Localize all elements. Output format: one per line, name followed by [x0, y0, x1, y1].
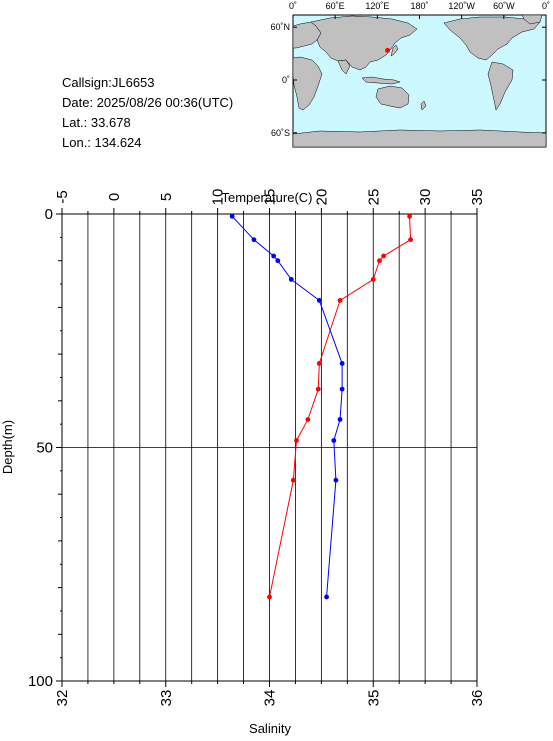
salinity-tick-labels: 32 33 34 35 36	[54, 690, 486, 707]
map-lon-tick-label: 0˚	[289, 1, 297, 11]
temperature-tick-label: -5	[54, 190, 71, 203]
temperature-data-point	[381, 253, 387, 259]
map-lon-tick-label: 60˚E	[326, 1, 345, 11]
map-land	[292, 14, 547, 148]
salinity-data-point	[288, 276, 294, 282]
callsign-label: Callsign:JL6653	[62, 75, 155, 90]
temperature-tick-label: 0	[106, 193, 123, 201]
temperature-series-line	[269, 216, 412, 598]
land-africa	[292, 56, 323, 111]
temperature-data-point	[290, 477, 296, 483]
temperature-data-point	[377, 258, 382, 264]
map-lon-tick-label: 120˚E	[365, 1, 389, 11]
map-lon-tick-label: 0˚	[542, 1, 550, 11]
map-lon-tick-label: 180˚	[410, 1, 428, 11]
temperature-data-point	[337, 297, 343, 303]
land-north-america	[443, 16, 541, 61]
date-label: Date: 2025/08/26 00:36(UTC)	[62, 95, 233, 110]
salinity-data-point	[339, 386, 345, 392]
temperature-data-point	[294, 438, 299, 443]
land-india	[337, 59, 351, 75]
station-info: Callsign:JL6653 Date: 2025/08/26 00:36(U…	[62, 75, 233, 150]
map-lon-tick-label: 120˚W	[448, 1, 475, 11]
depth-tick-labels: 0 50 100	[28, 206, 53, 690]
land-indonesia	[361, 76, 401, 85]
land-asia	[310, 15, 418, 71]
salinity-data-point	[316, 297, 322, 303]
temperature-data-point	[315, 386, 321, 392]
depth-tick-label: 0	[45, 206, 53, 223]
temperature-tick-label: 5	[158, 193, 175, 201]
depth-tick-label: 100	[28, 673, 53, 690]
land-south-america	[487, 61, 514, 111]
grid	[62, 214, 477, 681]
axes	[56, 208, 478, 687]
land-japan	[390, 44, 399, 57]
temperature-data-point	[267, 594, 272, 600]
temperature-tick-label: 35	[469, 189, 486, 206]
lon-label: Lon.: 134.624	[62, 135, 142, 150]
map-tick-labels: 0˚ 60˚E 120˚E 180˚ 120˚W 60˚W 0˚ 60˚N 0˚ 60˚S	[270, 1, 550, 138]
map-lat-tick-label: 60˚S	[271, 128, 290, 138]
temperature-tick-label: 30	[417, 189, 434, 206]
world-map: 0˚ 60˚E 120˚E 180˚ 120˚W 60˚W 0˚ 60˚N 0˚ 60˚S	[270, 1, 550, 148]
salinity-data-point	[271, 253, 277, 259]
salinity-data-point	[275, 258, 281, 264]
land-australia	[375, 85, 410, 109]
salinity-tick-label: 35	[365, 690, 382, 707]
land-greenland	[521, 14, 543, 25]
salinity-data-point	[337, 417, 343, 422]
map-ticks	[292, 15, 547, 134]
salinity-tick-label: 33	[158, 690, 175, 707]
land-antarctica	[292, 129, 547, 148]
lat-label: Lat.: 33.678	[62, 115, 131, 130]
salinity-tick-label: 32	[54, 690, 71, 707]
salinity-tick-label: 36	[469, 690, 486, 707]
temperature-tick-label: 15	[262, 189, 279, 206]
temperature-tick-labels: -5 0 5 10 15 20 25 30 35	[54, 189, 486, 206]
salinity-data-point	[229, 213, 235, 219]
temperature-tick-label: 20	[313, 189, 330, 206]
land-new-zealand	[420, 100, 427, 111]
temperature-tick-label: 10	[210, 189, 227, 206]
salinity-series-line	[231, 215, 343, 597]
temperature-data-point	[316, 361, 322, 366]
salinity-data-point	[331, 438, 337, 443]
temperature-tick-label: 25	[365, 189, 382, 206]
salinity-data-point	[339, 361, 345, 366]
series	[229, 213, 413, 600]
salinity-data-point	[324, 594, 329, 600]
depth-tick-label: 50	[36, 440, 53, 457]
depth-axis-label: Depth(m)	[0, 420, 15, 474]
temperature-data-point	[305, 417, 311, 422]
temperature-axis-label: Temperature(C)	[221, 190, 312, 205]
salinity-data-point	[251, 237, 257, 243]
salinity-data-point	[333, 477, 339, 483]
temperature-data-point	[408, 237, 413, 243]
map-lon-tick-label: 60˚W	[493, 1, 515, 11]
temperature-data-point	[407, 213, 412, 219]
map-lat-tick-label: 0˚	[282, 75, 290, 85]
temperature-data-point	[370, 276, 376, 282]
station-marker	[385, 47, 391, 53]
salinity-axis-label: Salinity	[249, 721, 291, 736]
map-lat-tick-label: 60˚N	[270, 22, 290, 32]
salinity-tick-label: 34	[262, 690, 279, 707]
